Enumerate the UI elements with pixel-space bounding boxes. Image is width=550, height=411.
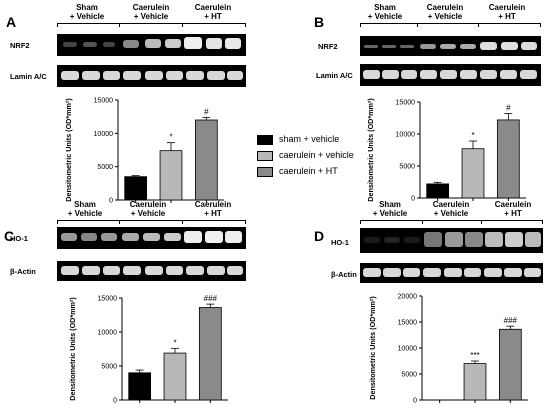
significance-label: * xyxy=(169,133,172,142)
y-tick-label: 0 xyxy=(413,398,417,405)
bar xyxy=(124,176,148,201)
y-tick-label: 15000 xyxy=(396,100,416,107)
y-tick-label: 10000 xyxy=(98,330,118,337)
y-tick-label: 5000 xyxy=(399,164,415,171)
legend-swatch xyxy=(257,151,273,161)
legend-swatch xyxy=(257,135,273,145)
group-label-sham-vehicle: Sham + Vehicle xyxy=(372,200,408,218)
blot-label-lamin: Lamin A/C xyxy=(316,71,353,80)
western-blot-lamin xyxy=(360,64,541,86)
bar xyxy=(498,328,522,401)
group-label-sham-vehicle: Sham + Vehicle xyxy=(67,200,103,218)
group-label-caerulein-ht: Caerulein + HT xyxy=(194,200,232,218)
western-blot-ho1 xyxy=(57,227,246,249)
western-blot-beta-actin xyxy=(360,263,543,283)
bar-chart-c: Densitometric Units (OD*mm²) 0 5000 10000 15… xyxy=(68,294,228,405)
bar xyxy=(163,352,187,401)
bar xyxy=(463,363,487,401)
bar xyxy=(128,372,152,401)
y-tick-label: 15000 xyxy=(98,296,118,303)
group-label-caerulein-ht: Caerulein + HT xyxy=(494,200,532,218)
group-label-caerulein-vehicle: Caerulein + Vehicle xyxy=(432,200,470,218)
significance-label: *** xyxy=(470,351,479,360)
bar xyxy=(159,150,183,201)
blot-label-ho1: HO-1 xyxy=(10,234,28,243)
bar xyxy=(198,307,222,401)
blot-label-nrf2: NRF2 xyxy=(318,42,338,51)
y-tick-label: 0 xyxy=(411,196,415,203)
group-bracket xyxy=(360,23,541,28)
bar-chart-a: Densitometric Units (OD*mm²) 0 5000 10000 15… xyxy=(64,98,224,205)
group-label-sham-vehicle: Sham + Vehicle xyxy=(367,3,403,21)
y-axis-label: Densitometric Units (OD*mm²) xyxy=(368,296,377,400)
y-axis-label: Densitometric Units (OD*mm²) xyxy=(64,98,73,202)
significance-label: * xyxy=(173,338,176,347)
y-tick-label: 0 xyxy=(109,198,113,205)
y-tick-label: 15000 xyxy=(94,98,114,105)
y-tick-label: 5000 xyxy=(97,164,113,171)
group-bracket xyxy=(57,23,246,28)
y-tick-label: 5000 xyxy=(401,372,417,379)
y-tick-label: 10000 xyxy=(396,132,416,139)
y-tick-label: 10000 xyxy=(94,131,114,138)
significance-label: * xyxy=(471,131,474,140)
group-label-caerulein-vehicle: Caerulein + Vehicle xyxy=(129,200,167,218)
group-bracket xyxy=(360,220,543,225)
panel-letter-b: B xyxy=(314,14,325,30)
bar-chart-d: Densitometric Units (OD*mm²) 0 5000 10000 15… xyxy=(368,294,528,405)
group-bracket xyxy=(57,220,246,225)
western-blot-nrf2 xyxy=(360,36,541,56)
group-label-sham-vehicle: Sham + Vehicle xyxy=(69,3,105,21)
bar xyxy=(426,183,450,199)
significance-label: ### xyxy=(204,294,218,303)
y-axis-label: Densitometric Units (OD*mm²) xyxy=(68,297,77,401)
legend-swatch xyxy=(257,167,273,177)
y-tick-label: 5000 xyxy=(101,364,117,371)
group-label-caerulein-vehicle: Caerulein + Vehicle xyxy=(132,3,170,21)
western-blot-lamin xyxy=(57,65,246,87)
significance-label: ### xyxy=(504,316,518,325)
western-blot-beta-actin xyxy=(57,261,246,281)
group-label-caerulein-vehicle: Caerulein + Vehicle xyxy=(426,3,464,21)
y-tick-label: 20000 xyxy=(398,294,418,301)
bar xyxy=(194,119,218,201)
bar xyxy=(496,119,520,199)
legend-label: sham + vehicle xyxy=(279,134,340,144)
panel-letter-a: A xyxy=(6,14,17,30)
panel-letter-d: D xyxy=(314,228,325,244)
legend-label: caerulein + vehicle xyxy=(279,150,354,160)
y-tick-label: 10000 xyxy=(398,346,418,353)
y-tick-label: 0 xyxy=(113,398,117,405)
blot-label-lamin: Lamin A/C xyxy=(10,72,47,81)
western-blot-nrf2 xyxy=(57,34,246,56)
y-axis-label: Densitometric Units (OD*mm²) xyxy=(366,98,375,202)
blot-label-ho1: HO-1 xyxy=(331,238,349,247)
bar xyxy=(461,148,485,199)
legend-label: caerulein + HT xyxy=(279,166,338,176)
panel-letter-c: C xyxy=(4,228,15,244)
blot-label-beta-actin: β-Actin xyxy=(10,267,36,276)
group-label-caerulein-ht: Caerulein + HT xyxy=(488,3,526,21)
bar-chart-b: Densitometric Units (OD*mm²) 0 5000 10000 15… xyxy=(366,98,526,203)
blot-label-nrf2: NRF2 xyxy=(10,41,30,50)
western-blot-ho1 xyxy=(360,228,543,253)
group-label-caerulein-ht: Caerulein + HT xyxy=(194,3,232,21)
y-tick-label: 15000 xyxy=(398,320,418,327)
significance-label: # xyxy=(506,104,511,113)
blot-label-beta-actin: β-Actin xyxy=(331,270,357,279)
significance-label: # xyxy=(204,107,209,116)
